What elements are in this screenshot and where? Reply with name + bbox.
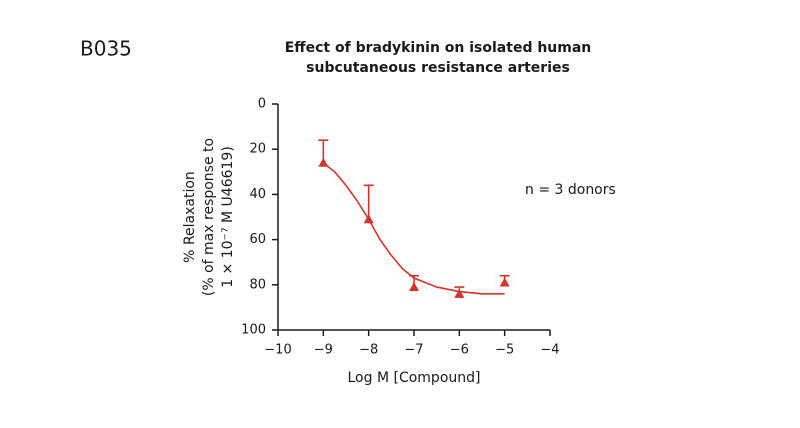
annotation: n = 3 donors (525, 182, 616, 198)
chart-title: Effect of bradykinin on isolated human (285, 40, 592, 56)
x-tick-label: −10 (264, 343, 291, 358)
y-tick-label: 80 (249, 277, 266, 292)
y-axis-label: 1 × 10⁻⁷ M U46619) (220, 146, 236, 288)
y-tick-label: 40 (249, 187, 266, 202)
fit-curve (322, 162, 505, 295)
x-tick-label: −4 (540, 343, 559, 358)
error-bar (363, 184, 374, 220)
x-tick-label: −8 (359, 343, 378, 358)
y-tick-label: 0 (258, 97, 266, 112)
y-tick-label: 60 (249, 232, 266, 247)
data-point (499, 277, 510, 287)
y-tick-label: 100 (241, 323, 266, 338)
data-point (454, 288, 465, 298)
data-point (318, 157, 329, 167)
panel-label: B035 (80, 37, 132, 61)
x-axis-label: Log M [Compound] (348, 370, 481, 386)
y-axis-label: (% of max response to (201, 138, 217, 296)
x-tick-label: −5 (495, 343, 514, 358)
data-point (363, 214, 374, 224)
x-tick-label: −6 (450, 343, 469, 358)
chart-title: subcutaneous resistance arteries (306, 60, 570, 76)
y-tick-label: 20 (249, 142, 266, 157)
y-axis-label: % Relaxation (182, 171, 198, 263)
x-tick-label: −7 (404, 343, 423, 358)
data-point (409, 282, 419, 292)
x-tick-label: −9 (314, 343, 333, 358)
